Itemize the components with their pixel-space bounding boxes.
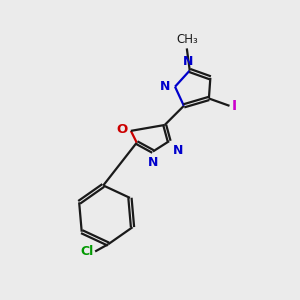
Text: Cl: Cl: [80, 245, 94, 258]
Text: CH₃: CH₃: [176, 33, 198, 46]
Text: O: O: [117, 123, 128, 136]
Text: N: N: [183, 55, 194, 68]
Text: I: I: [232, 99, 237, 113]
Text: N: N: [173, 143, 183, 157]
Text: N: N: [160, 80, 171, 93]
Text: N: N: [148, 156, 158, 169]
